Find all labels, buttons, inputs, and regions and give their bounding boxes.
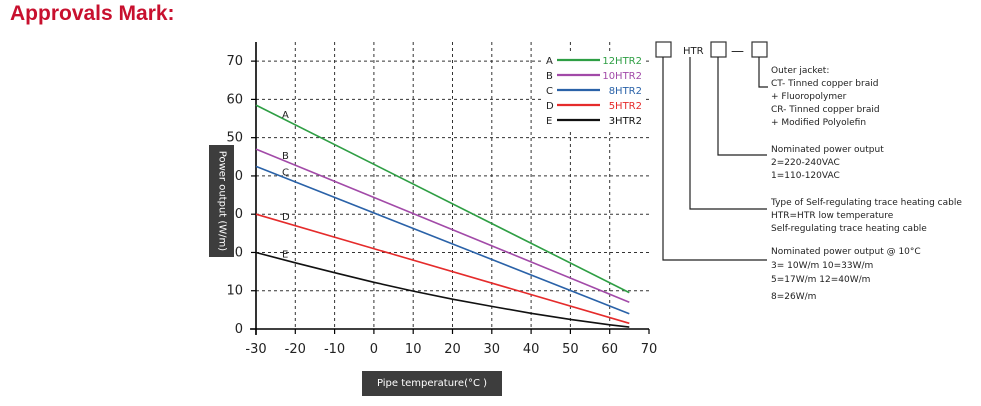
series-line-10HTR2 (255, 148, 630, 303)
series-line-12HTR2 (255, 104, 630, 294)
y-tick-label: 10 (226, 284, 243, 299)
code-description-line: Outer jacket: (771, 66, 830, 76)
x-tick-label: -10 (324, 342, 345, 357)
y-axis-label: Power output (W/m) (216, 150, 227, 252)
leader-power-supply (717, 57, 767, 156)
series-letter-label: C (282, 168, 289, 179)
code-htr-label: HTR (683, 46, 704, 57)
leader-power-output (662, 57, 767, 261)
series-letter-label: A (282, 110, 289, 121)
leader-outer-jacket (758, 57, 768, 88)
code-description-line: Nominated power output (771, 145, 884, 155)
model-code-diagram: HTR — (655, 41, 768, 261)
x-axis-label: Pipe temperature(°C ) (362, 371, 502, 396)
y-axis-label-box: Power output (W/m) (209, 145, 234, 257)
x-tick-label: 20 (444, 342, 461, 357)
code-description-line: 8=26W/m (771, 292, 817, 302)
x-tick-label: 40 (523, 342, 540, 357)
x-tick-label: 30 (484, 342, 501, 357)
y-tick-label: 0 (235, 322, 243, 337)
code-description-line: Self-regulating trace heating cable (771, 224, 927, 234)
code-box-jacket (751, 41, 768, 58)
code-description-line: CT- Tinned copper braid (771, 79, 879, 89)
x-tick-label: 60 (601, 342, 618, 357)
series-letter-label: E (282, 249, 288, 260)
code-description-line: CR- Tinned copper braid (771, 105, 880, 115)
code-description-line: + Modified Polyolefin (771, 118, 867, 128)
x-tick-label: 0 (370, 342, 378, 357)
code-box-voltage (710, 41, 727, 58)
x-tick-label: 70 (641, 342, 658, 357)
code-description-line: 3= 10W/m 10=33W/m (771, 261, 874, 271)
code-box-power (655, 41, 672, 58)
series-letter-label: B (282, 151, 289, 162)
series-line-8HTR2 (255, 165, 630, 315)
y-tick-label: 50 (226, 131, 243, 146)
x-tick-label: -20 (285, 342, 306, 357)
chart-series: A BC D E (255, 104, 630, 328)
x-tick-label: 50 (562, 342, 579, 357)
code-description-line: 1=110-120VAC (771, 171, 840, 181)
code-description-line: Type of Self-regulating trace heating ca… (771, 198, 962, 208)
chart-legend (542, 52, 646, 130)
code-description-line: Nominated power output @ 10°C (771, 247, 921, 257)
y-tick-label: 70 (226, 54, 243, 69)
series-line-3HTR2 (255, 251, 630, 328)
leader-cable-type (689, 57, 767, 210)
x-tick-label: -30 (245, 342, 266, 357)
series-line-5HTR2 (255, 213, 630, 325)
code-dash: — (731, 44, 744, 59)
code-description-line: 2=220-240VAC (771, 158, 840, 168)
code-description-line: + Fluoropolymer (771, 92, 847, 102)
series-letter-label: D (282, 212, 290, 223)
chart-axes (250, 42, 649, 335)
y-tick-label: 60 (226, 92, 243, 107)
x-tick-label: 10 (405, 342, 422, 357)
code-description-line: 5=17W/m 12=40W/m (771, 275, 871, 285)
code-description-line: HTR=HTR low temperature (771, 211, 894, 221)
page-heading: Approvals Mark: (10, 2, 175, 25)
